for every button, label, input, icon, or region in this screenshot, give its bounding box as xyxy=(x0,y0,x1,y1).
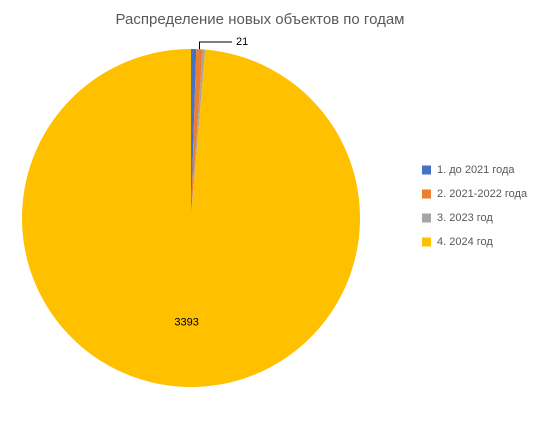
pie-slice xyxy=(191,49,197,218)
chart-title: Распределение новых объектов по годам xyxy=(116,11,405,28)
legend-label: 4. 2024 год xyxy=(437,236,493,248)
legend-label: 1. до 2021 года xyxy=(437,164,515,176)
legend-swatch xyxy=(422,237,431,247)
legend-label: 2. 2021-2022 года xyxy=(437,188,528,200)
pie-slice xyxy=(21,49,360,387)
pie-slice xyxy=(191,49,206,219)
legend-label: 3. 2023 год xyxy=(437,212,493,224)
data-label: 3393 xyxy=(174,317,198,329)
pie-slice xyxy=(191,49,203,218)
legend-swatch xyxy=(422,189,431,199)
legend-swatch xyxy=(422,165,431,175)
legend-swatch xyxy=(422,213,431,223)
leader-line xyxy=(198,41,232,50)
data-label: 21 xyxy=(236,36,248,48)
